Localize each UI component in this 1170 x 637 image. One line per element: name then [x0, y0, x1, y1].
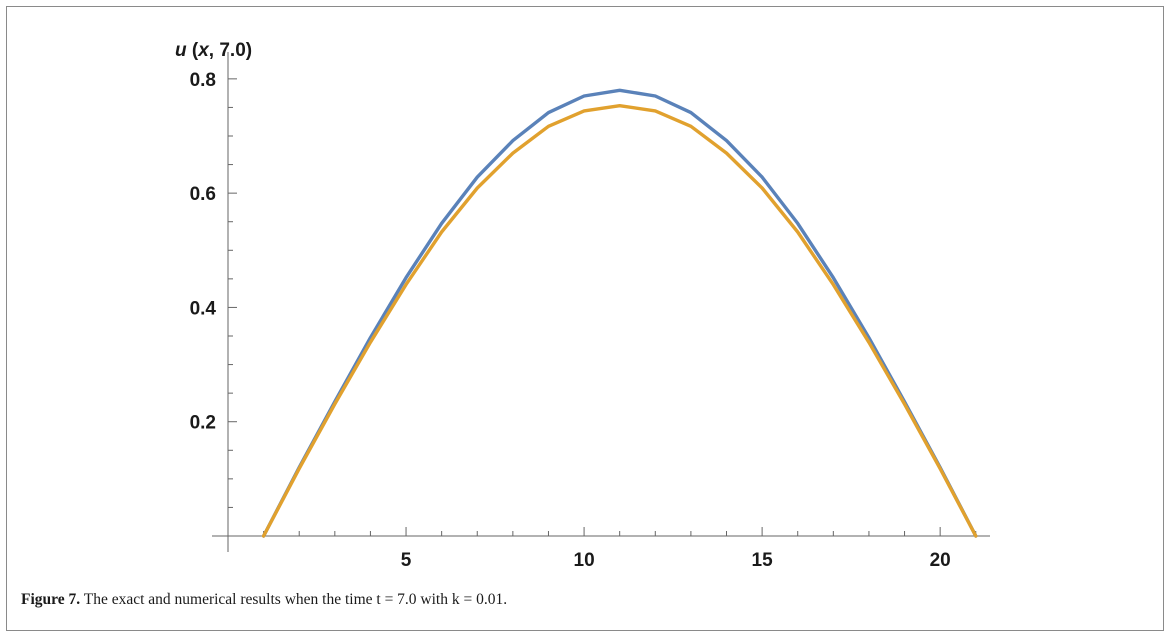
y-tick-label: 0.6	[190, 184, 216, 205]
series-line-2	[261, 103, 978, 538]
series-line-1	[261, 88, 978, 538]
line-chart: 5 10 15 20 0.2 0.4 0.6 0.8 u (x, 7.0)	[175, 40, 990, 571]
y-tick-label: 0.8	[190, 70, 216, 91]
x-tick-label: 15	[752, 550, 774, 571]
axes: 5 10 15 20 0.2 0.4 0.6 0.8	[190, 52, 990, 571]
figure-label: Figure 7.	[21, 591, 81, 608]
y-tick-label: 0.2	[190, 413, 216, 434]
x-tick-label: 20	[930, 550, 951, 571]
x-tick-label: 5	[401, 550, 412, 571]
y-axis-label: u (x, 7.0)	[175, 40, 252, 61]
caption-text: The exact and numerical results when the…	[80, 591, 508, 608]
y-tick-label: 0.4	[190, 298, 217, 319]
x-tick-label: 10	[574, 550, 595, 571]
figure-caption: Figure 7. The exact and numerical result…	[21, 591, 507, 609]
series-layer	[261, 88, 978, 538]
